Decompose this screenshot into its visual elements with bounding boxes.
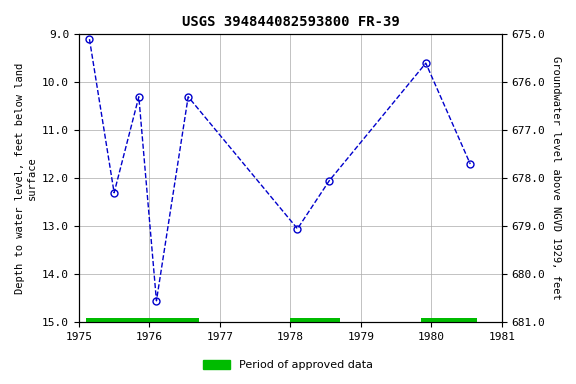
- Title: USGS 394844082593800 FR-39: USGS 394844082593800 FR-39: [181, 15, 399, 29]
- Bar: [290, 318, 340, 327]
- Bar: [86, 318, 199, 327]
- Y-axis label: Groundwater level above NGVD 1929, feet: Groundwater level above NGVD 1929, feet: [551, 56, 561, 300]
- Legend: Period of approved data: Period of approved data: [198, 356, 378, 375]
- Bar: [421, 318, 478, 327]
- Y-axis label: Depth to water level, feet below land
surface: Depth to water level, feet below land su…: [15, 63, 37, 294]
